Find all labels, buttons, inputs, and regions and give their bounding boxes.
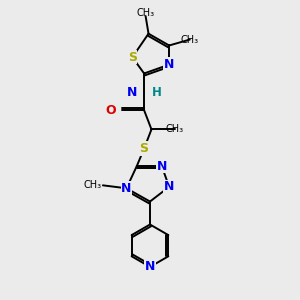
Text: S: S: [128, 51, 137, 64]
Text: H: H: [152, 86, 161, 99]
Text: CH₃: CH₃: [166, 124, 184, 134]
Text: N: N: [145, 260, 155, 273]
Text: N: N: [164, 180, 174, 193]
Text: N: N: [121, 182, 132, 195]
Text: N: N: [164, 58, 174, 71]
Text: O: O: [106, 104, 116, 117]
Text: N: N: [157, 160, 167, 173]
Text: S: S: [140, 142, 148, 155]
Text: CH₃: CH₃: [181, 34, 199, 45]
Text: CH₃: CH₃: [136, 8, 154, 18]
Text: CH₃: CH₃: [83, 180, 101, 190]
Text: N: N: [126, 86, 137, 99]
